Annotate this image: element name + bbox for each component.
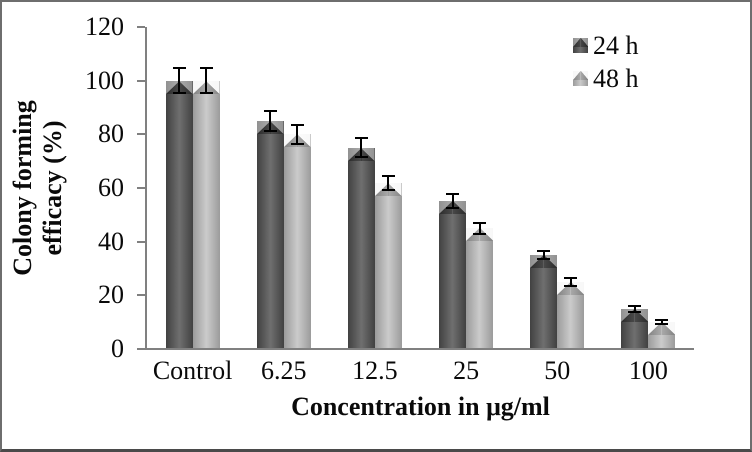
error-bar-line [387, 174, 390, 191]
error-bar-cap-bottom [354, 156, 368, 159]
x-axis-title: Concentration in μg/ml [291, 392, 550, 421]
error-bar-cap-bottom [263, 129, 277, 132]
y-tick-label: 100 [85, 65, 124, 95]
error-bar-cap-bottom [381, 188, 395, 191]
error-bar [381, 174, 395, 191]
x-tick-label: 50 [544, 356, 571, 385]
x-tick-label: 100 [628, 356, 668, 385]
error-bar [628, 304, 642, 313]
error-bar [473, 221, 487, 235]
legend-marker-bevel [573, 38, 588, 47]
error-bar-line [360, 137, 363, 159]
y-tick-mark [137, 26, 145, 28]
error-bar-cap-bottom [446, 207, 460, 210]
y-tick-label: 120 [85, 12, 124, 41]
y-tick-mark [137, 348, 145, 350]
error-bar-line [478, 221, 481, 235]
bar-48h [283, 134, 311, 349]
error-bar-cap-bottom [473, 232, 487, 235]
error-bar-line [633, 304, 636, 313]
bar-24h [621, 308, 649, 349]
y-axis-line [145, 27, 147, 349]
error-bar-cap-bottom [172, 92, 186, 95]
y-tick-label: 60 [98, 173, 124, 202]
error-bar [263, 110, 277, 132]
legend: 24 h 48 h [573, 29, 639, 95]
bar-24h [530, 255, 558, 349]
bar-48h [192, 80, 220, 349]
bar-24h [165, 80, 193, 349]
error-bar-line [542, 249, 545, 261]
bar-48h [557, 281, 585, 349]
y-tick-mark [137, 187, 145, 189]
error-bar [537, 249, 551, 261]
x-tick-label: 25 [453, 356, 480, 385]
x-tick-label: 12.5 [352, 356, 398, 385]
bar-48h [648, 322, 676, 349]
error-bar-line [296, 123, 299, 146]
error-bar [446, 193, 460, 210]
legend-marker-24h [573, 38, 588, 53]
error-bar [655, 319, 669, 325]
error-bar [199, 67, 213, 95]
y-tick-label: 40 [98, 226, 124, 256]
y-tick-mark [137, 79, 145, 82]
bar-bevel [648, 322, 676, 336]
bar-bevel [557, 281, 585, 295]
legend-label: 24 h [593, 31, 639, 60]
bar-24h [256, 120, 284, 349]
error-bar-line [451, 193, 454, 210]
error-bar [290, 123, 304, 146]
bar-24h [347, 147, 375, 349]
x-tick-label: Control [152, 356, 233, 385]
error-bar-line [178, 67, 181, 95]
error-bar-cap-bottom [537, 258, 551, 261]
bar-bevel [530, 255, 558, 269]
y-tick-label: 0 [111, 334, 124, 363]
error-bar [172, 67, 186, 95]
bar-48h [374, 182, 402, 349]
error-bar-line [569, 276, 572, 288]
y-tick-mark [137, 133, 145, 136]
error-bar-line [205, 67, 208, 95]
error-bar-line [269, 110, 272, 132]
legend-marker-bevel [573, 71, 588, 80]
error-bar-cap-bottom [199, 92, 213, 95]
bar-24h [439, 201, 467, 349]
error-bar-cap-bottom [290, 143, 304, 146]
error-bar-line [660, 319, 663, 325]
bar-bevel [621, 308, 649, 322]
legend-marker-48h [573, 71, 588, 86]
bar-48h [466, 228, 494, 349]
error-bar-cap-bottom [655, 322, 669, 325]
y-tick-mark [137, 240, 145, 243]
y-tick-label: 20 [98, 280, 124, 310]
error-bar-cap-bottom [628, 310, 642, 313]
error-bar-cap-bottom [564, 285, 578, 288]
x-tick-label: 6.25 [261, 356, 307, 385]
legend-item: 24 h [573, 29, 639, 62]
legend-label: 48 h [593, 64, 639, 93]
error-bar [354, 137, 368, 159]
legend-item: 48 h [573, 62, 639, 95]
error-bar [564, 276, 578, 288]
y-tick-mark [137, 294, 145, 297]
x-axis-line [145, 348, 694, 350]
y-tick-label: 80 [98, 119, 124, 149]
